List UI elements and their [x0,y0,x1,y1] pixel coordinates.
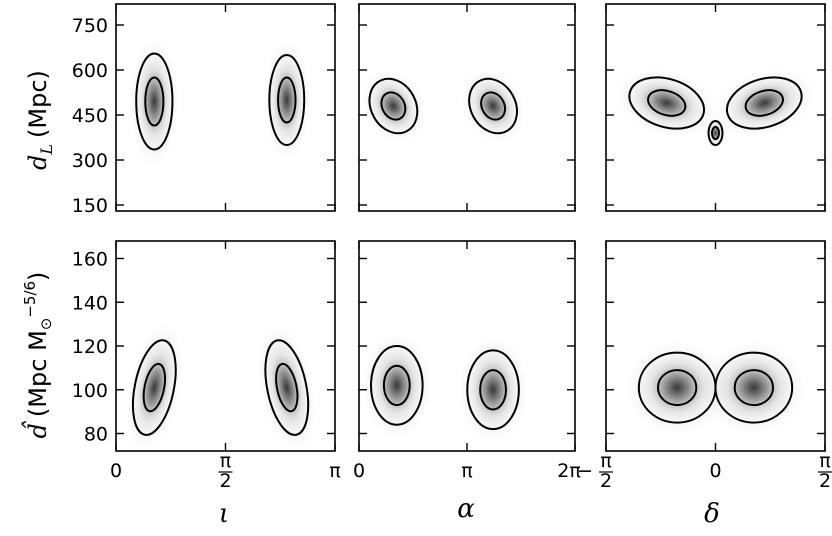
x-tick-label: π [461,460,472,482]
y-tick-label: 120 [72,336,108,358]
panel-bottom-right: − π2 0 π2 [577,240,832,492]
tick-label-sign: − [577,460,593,482]
x-tick-label: π [329,460,340,482]
x-tick-label: 0 [353,460,365,482]
y-tick-label: 300 [72,150,108,172]
tick-label-denominator: 2 [819,470,831,492]
x-tick-label: 0 [709,460,721,482]
contour-outer [725,76,803,130]
contour-inner [382,364,411,407]
contour-inner [656,369,698,407]
y-tick-label: 150 [72,195,108,217]
x-axis-label-delta: δ [704,499,720,529]
contour-inner [479,369,507,411]
density-core [271,354,302,421]
panel-top-right [605,3,826,212]
density-core [139,354,170,421]
panel-bottom-middle: 0 π 2π [353,240,581,482]
contour-inner [380,91,407,121]
contour-inner [142,362,167,413]
y-tick-label: 600 [72,60,108,82]
density-layer [362,332,528,443]
panel-top-left: 150 300 450 600 750 [72,3,336,217]
panel-top-middle [358,3,576,212]
contour-outer [707,120,724,146]
y-axis-label-top: dL(Mpc) [24,70,56,170]
contour-outer [468,77,518,135]
contour-inner [744,89,784,117]
y-tick-label: 450 [72,105,108,127]
density-layer [125,323,316,451]
density-core [738,85,791,121]
tick-label-numerator: π [220,450,231,472]
contour-outer [628,76,706,130]
contour-outer [466,349,520,431]
tick-label-denominator: 2 [600,470,612,492]
tick-label-denominator: 2 [219,470,231,492]
contour-outer [370,345,424,426]
contour-outer [368,77,419,135]
tick-label-numerator: π [819,450,830,472]
density-layer [625,340,806,435]
contour-inner [647,89,687,117]
contour-outer [135,52,174,151]
contour-outer [264,339,310,436]
x-tick-label: 0 [110,460,122,482]
density-core [476,86,510,126]
contour-outer [268,54,306,146]
x-tick-label: 2π [557,460,581,482]
contour-inner [275,362,299,413]
contour-inner [480,91,507,121]
density-layer [129,36,311,167]
contour-outer [131,339,177,436]
y-tick-label: 750 [72,15,108,37]
density-layer [361,69,526,143]
contour-inner [144,76,165,127]
axes-frame [605,240,826,452]
y-tick-label: 100 [72,380,108,402]
contour-inner [733,369,775,407]
y-axis-label-bottom: d̂(Mpc M⊙−5/6) [21,272,55,439]
x-axis-label-iota: ι [219,499,229,529]
contour-inner [711,126,720,140]
contour-inner [277,76,297,124]
y-tick-label: 140 [72,292,108,314]
contour-outer [714,351,794,424]
density-core [376,86,411,126]
tick-label-numerator: π [600,450,611,472]
density-layer [616,68,815,150]
y-tick-label: 160 [72,249,108,271]
density-core [640,85,693,121]
y-tick-label: 80 [84,424,108,446]
x-axis-label-alpha: α [457,494,475,524]
